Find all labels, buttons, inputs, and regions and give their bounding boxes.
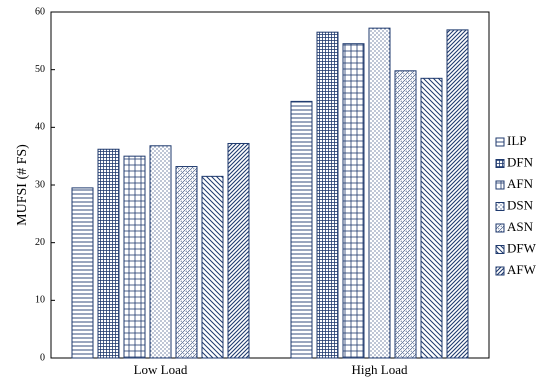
y-axis-ticks: 0 10 20 30 40 50 60 bbox=[35, 6, 55, 363]
legend-label-asn: ASN bbox=[507, 219, 534, 234]
category-label: High Load bbox=[352, 362, 408, 377]
y-axis-label: MUFSI (# FS) bbox=[15, 144, 30, 226]
legend-swatch-afn bbox=[495, 180, 505, 190]
bar-afn-low-load bbox=[123, 155, 146, 359]
legend-swatch-dfn bbox=[495, 159, 505, 168]
bar-afw-high-load bbox=[446, 29, 469, 359]
bar-afw-low-load bbox=[227, 142, 250, 359]
bar-dfn-low-load bbox=[97, 148, 120, 359]
legend-label-dfw: DFW bbox=[507, 240, 537, 255]
bar-dsn-low-load bbox=[149, 145, 172, 359]
y-tick-label: 30 bbox=[35, 179, 45, 190]
legend-swatch-dfw bbox=[495, 245, 505, 254]
category-labels: Low Load High Load bbox=[134, 362, 408, 377]
bar-afn-high-load bbox=[342, 43, 365, 359]
y-tick-label: 60 bbox=[35, 6, 45, 17]
category-label: Low Load bbox=[134, 362, 188, 377]
y-tick-label: 20 bbox=[35, 237, 45, 248]
bar-dsn-high-load bbox=[368, 27, 391, 359]
bar-dfn-high-load bbox=[316, 31, 339, 359]
y-tick-label: 40 bbox=[35, 122, 45, 133]
bar-asn-low-load bbox=[175, 166, 198, 359]
bar-ilp-low-load bbox=[71, 187, 94, 359]
y-tick-label: 50 bbox=[35, 64, 45, 75]
legend-swatch-afw bbox=[495, 266, 505, 276]
bar-dfw-high-load bbox=[420, 77, 443, 359]
legend-label-afn: AFN bbox=[507, 176, 534, 191]
bar-dfw-low-load bbox=[201, 175, 224, 359]
legend: ILP DFN AFN DSN ASN DFW AFW bbox=[495, 133, 537, 277]
legend-label-ilp: ILP bbox=[507, 133, 527, 148]
legend-swatch-dsn bbox=[495, 202, 505, 211]
bars-group bbox=[71, 27, 469, 359]
y-tick-label: 10 bbox=[35, 295, 45, 306]
legend-label-dfn: DFN bbox=[507, 154, 534, 169]
legend-swatch-ilp bbox=[495, 137, 505, 147]
legend-label-afw: AFW bbox=[507, 262, 537, 277]
legend-swatch-asn bbox=[495, 223, 505, 233]
bar-asn-high-load bbox=[394, 70, 417, 359]
legend-label-dsn: DSN bbox=[507, 197, 534, 212]
y-tick-label: 0 bbox=[40, 352, 45, 363]
bar-ilp-high-load bbox=[290, 100, 313, 359]
